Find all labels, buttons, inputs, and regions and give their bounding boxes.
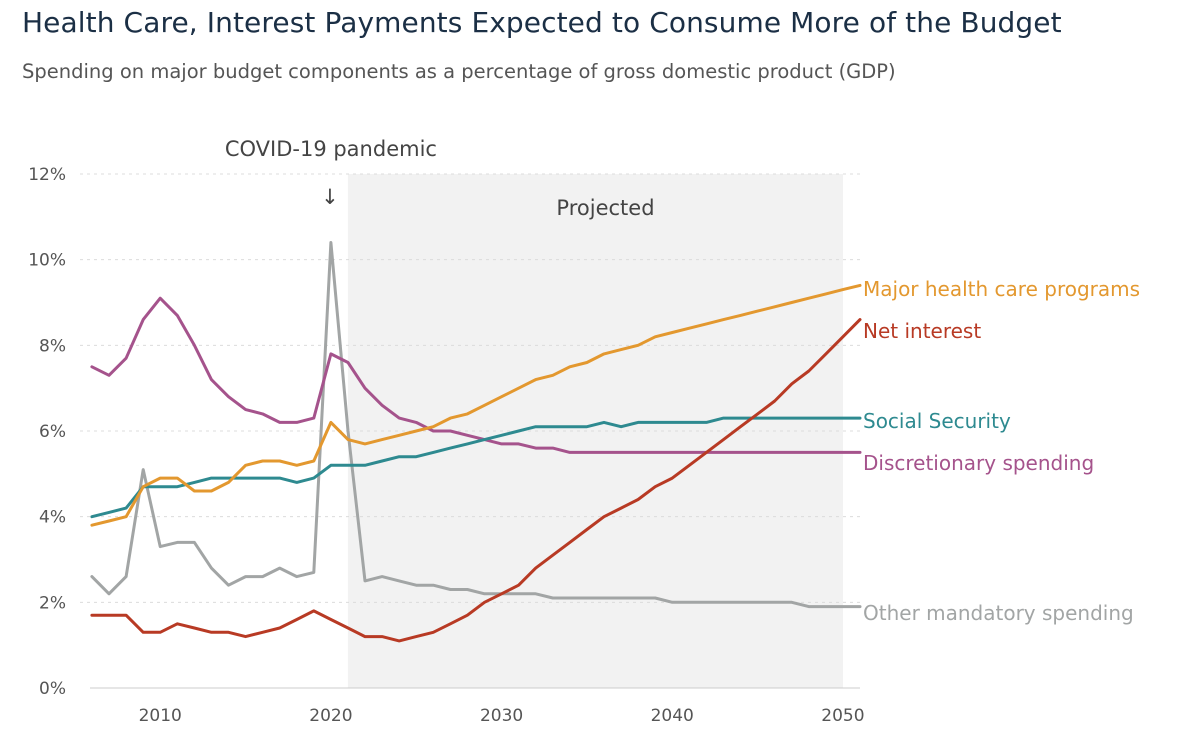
x-tick-label: 2030	[480, 706, 523, 726]
series-labels-group: Major health care programs Net interest So…	[863, 277, 1140, 625]
series-label: Net interest	[863, 319, 981, 343]
y-tick-label: 4%	[39, 508, 66, 528]
series-line	[90, 318, 862, 643]
x-tick-label: 2010	[139, 706, 182, 726]
x-tick-label: 2040	[651, 706, 694, 726]
chart-subtitle: Spending on major budget components as a…	[22, 60, 896, 83]
x-tick-label: 2050	[821, 706, 864, 726]
series-label: Social Security	[863, 409, 1011, 433]
covid-annotation-label: COVID-19 pandemic	[225, 137, 437, 161]
x-tick-label: 2020	[309, 706, 352, 726]
y-tick-label: 0%	[39, 679, 66, 699]
y-tick-label: 6%	[39, 422, 66, 442]
series-line	[90, 416, 862, 519]
chart-title: Health Care, Interest Payments Expected …	[22, 6, 1062, 39]
series-label: Discretionary spending	[863, 451, 1094, 475]
series-label: Other mandatory spending	[863, 601, 1134, 625]
covid-annotation-arrow: ↓	[321, 185, 339, 209]
y-tick-label: 10%	[28, 251, 66, 271]
y-tick-label: 12%	[28, 165, 66, 185]
axes-group: 0% 2% 4% 6% 8% 10% 12% 2010 2020 2030 2040 2050	[28, 165, 864, 726]
series-line	[90, 283, 862, 527]
y-tick-label: 8%	[39, 336, 66, 356]
series-label: Major health care programs	[863, 277, 1140, 301]
series-line	[90, 296, 862, 454]
projected-label: Projected	[556, 196, 654, 220]
series-lines-group	[90, 241, 862, 643]
annotations-group: COVID-19 pandemic ↓	[225, 137, 437, 209]
y-tick-label: 2%	[39, 593, 66, 613]
series-line	[90, 241, 862, 609]
